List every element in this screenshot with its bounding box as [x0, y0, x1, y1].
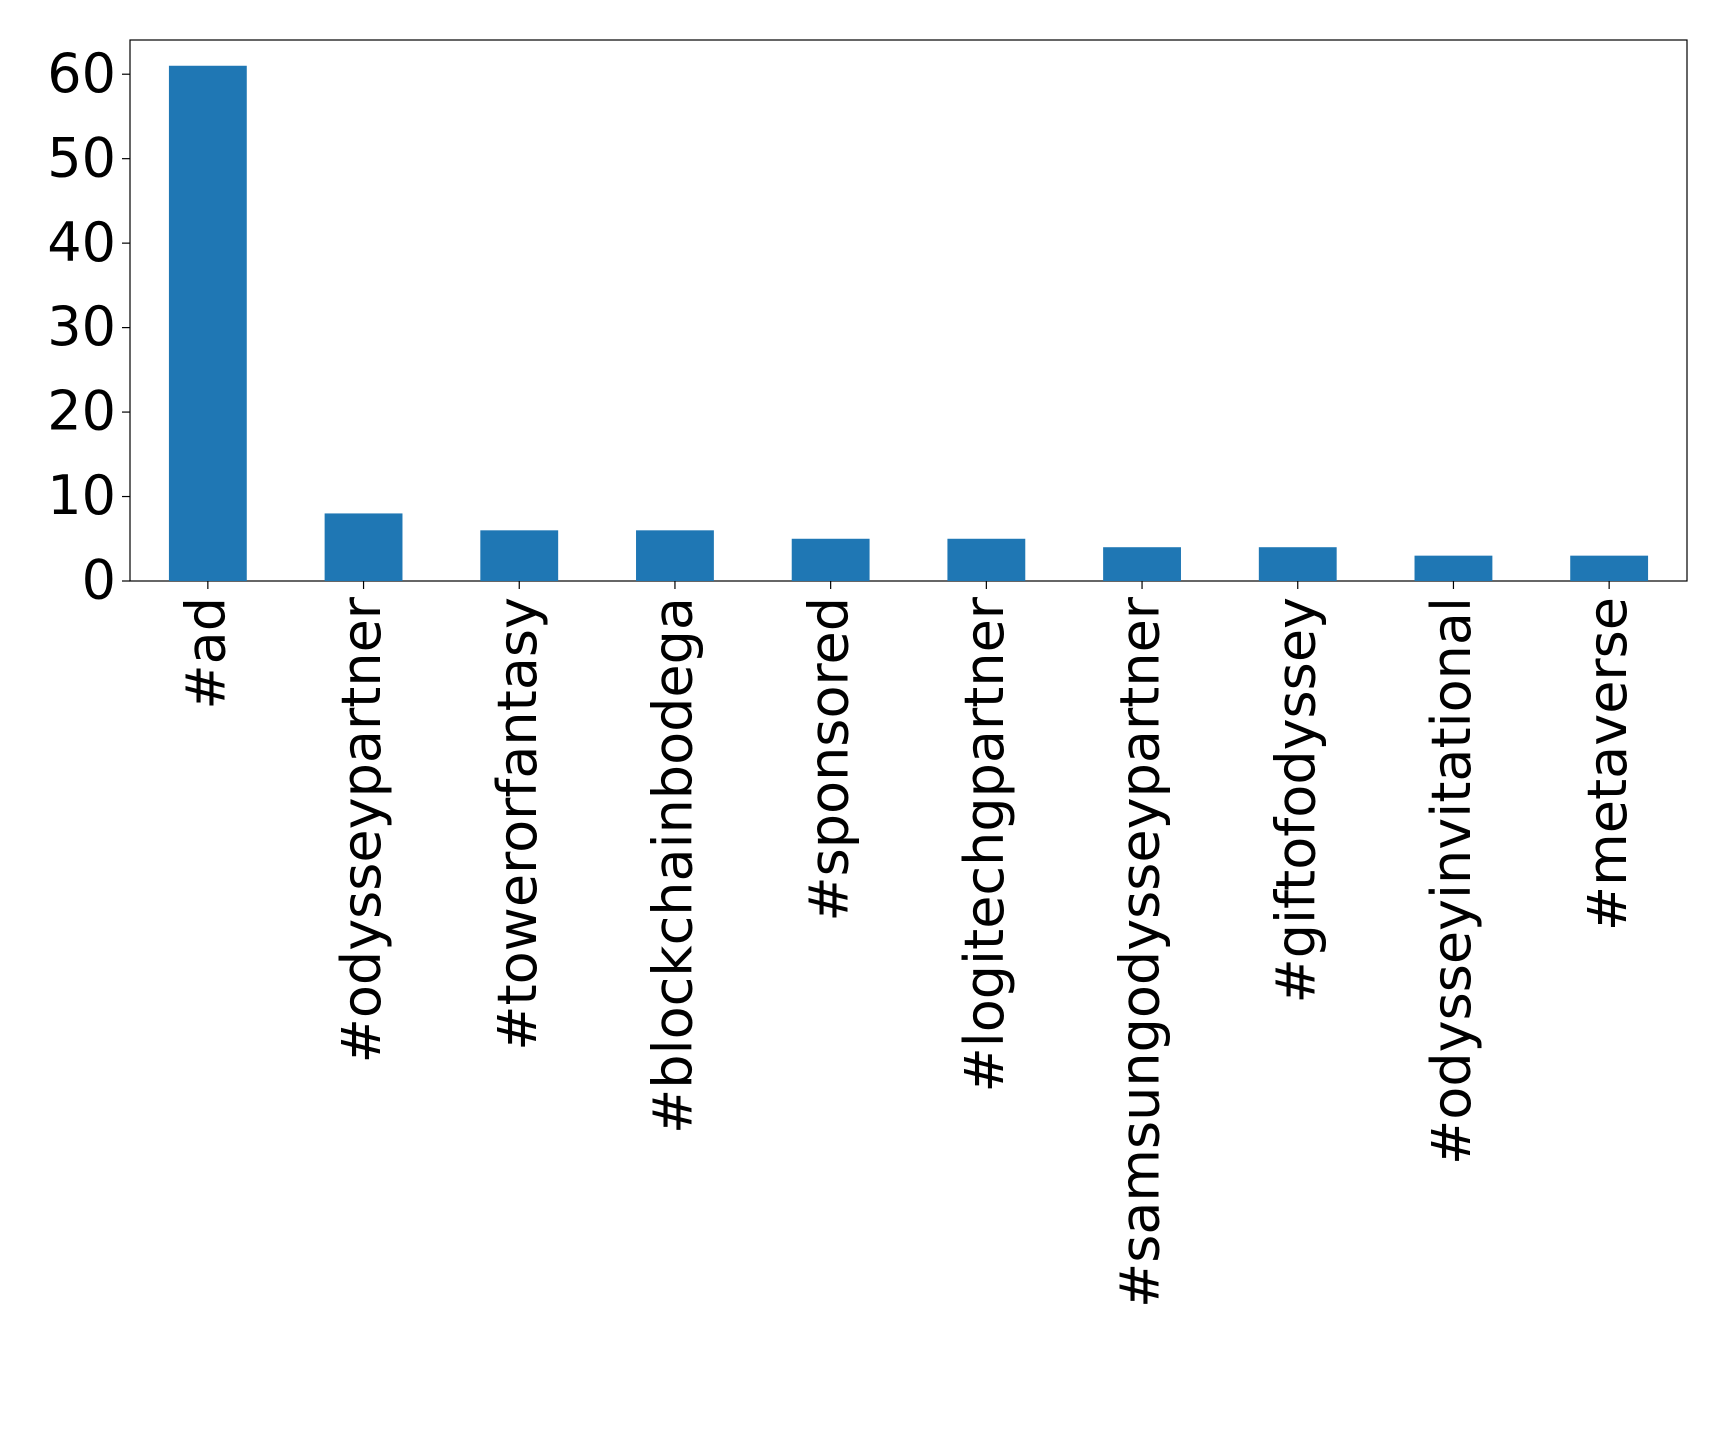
x-tick-label: #samsungodysseypartner	[1109, 596, 1172, 1308]
x-tick-label: #giftofodyssey	[1264, 597, 1327, 1004]
x-tick-label: #metaverse	[1576, 597, 1639, 931]
x-tick-label: #logitechgpartner	[953, 596, 1016, 1092]
y-tick-label: 40	[47, 211, 116, 274]
bar	[947, 538, 1026, 581]
y-tick-label: 50	[47, 126, 116, 189]
x-tick-label: #odysseypartner	[330, 596, 393, 1063]
x-tick-label: #odysseyinvitational	[1420, 597, 1483, 1165]
bar	[480, 530, 559, 581]
y-tick-label: 20	[47, 380, 116, 443]
bar	[168, 65, 247, 581]
y-tick-label: 30	[47, 295, 116, 358]
x-tick-label: #towerorfantasy	[486, 597, 549, 1051]
bar	[636, 530, 714, 581]
bar	[1570, 555, 1649, 581]
bar	[791, 538, 870, 581]
y-tick-label: 60	[47, 42, 116, 105]
bar	[1414, 555, 1493, 581]
x-tick-label: #blockchainbodega	[642, 597, 705, 1134]
bar	[1258, 547, 1337, 581]
y-tick-label: 0	[82, 549, 116, 612]
x-tick-label: #sponsored	[797, 597, 860, 922]
axes-frame	[129, 39, 1688, 582]
bar	[1103, 547, 1181, 581]
y-tick-label: 10	[47, 464, 116, 527]
x-tick-label: #ad	[174, 597, 237, 710]
bar	[324, 513, 403, 581]
